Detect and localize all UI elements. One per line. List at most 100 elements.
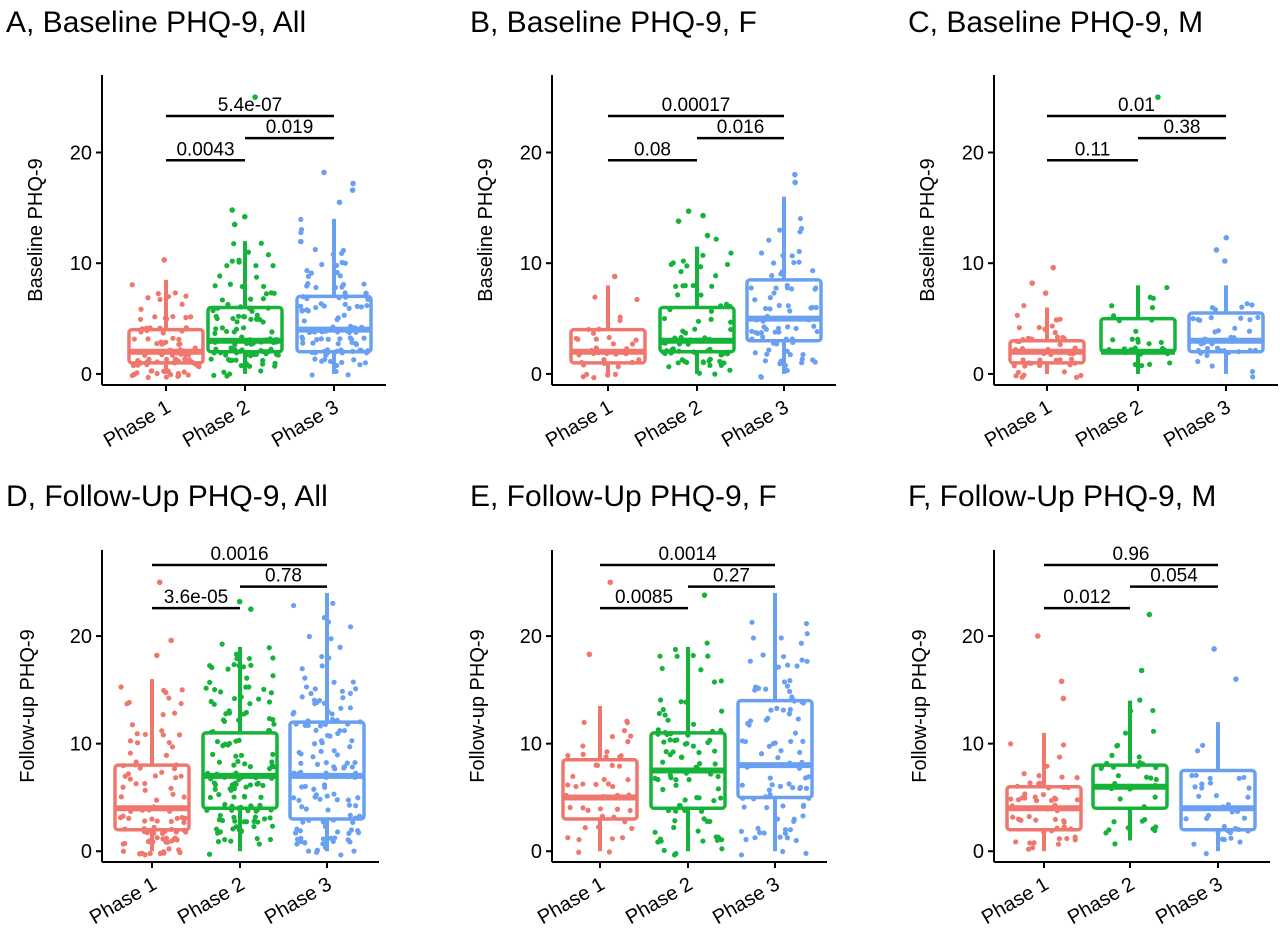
data-point: [334, 717, 340, 723]
data-point: [335, 341, 341, 347]
data-point: [671, 824, 677, 831]
data-point: [677, 803, 683, 809]
data-point: [127, 776, 133, 782]
data-point: [233, 753, 239, 759]
data-point: [1033, 817, 1039, 823]
data-point: [690, 743, 696, 749]
data-point: [342, 301, 348, 307]
box-phase-1: [127, 257, 205, 381]
data-point: [270, 339, 277, 346]
data-point: [313, 849, 320, 855]
data-point: [712, 371, 718, 377]
data-point: [213, 346, 219, 352]
data-point: [708, 771, 714, 777]
data-point: [219, 297, 225, 303]
data-point: [319, 261, 325, 268]
data-point: [329, 711, 335, 717]
data-point: [267, 836, 274, 843]
data-point: [179, 328, 185, 334]
data-point: [695, 828, 701, 834]
data-point: [692, 326, 698, 332]
data-point: [758, 373, 764, 380]
data-point: [265, 252, 271, 258]
outlier-point: [321, 169, 327, 176]
data-point: [299, 694, 305, 700]
data-point: [746, 722, 752, 728]
data-point: [249, 308, 255, 314]
p-value-label: 0.38: [1164, 117, 1201, 138]
data-point: [705, 653, 711, 659]
data-point: [690, 721, 697, 727]
data-point: [324, 793, 330, 799]
data-point: [347, 690, 353, 697]
data-point: [696, 749, 702, 756]
data-point: [1209, 363, 1215, 369]
data-point: [784, 683, 791, 689]
data-point: [308, 690, 314, 697]
data-point: [1236, 775, 1242, 781]
p-value-label: 3.6e-05: [164, 587, 228, 608]
data-point: [728, 326, 734, 333]
data-point: [252, 814, 258, 820]
data-point: [183, 325, 189, 331]
data-point: [1054, 317, 1060, 323]
outlier-point: [704, 232, 711, 239]
y-axis-label: Baseline PHQ-9: [917, 158, 939, 301]
data-point: [334, 752, 341, 758]
data-point: [799, 356, 805, 362]
data-point: [258, 240, 264, 246]
data-point: [778, 635, 784, 641]
data-point: [800, 738, 806, 744]
data-point: [576, 849, 582, 855]
data-point: [1025, 846, 1032, 852]
data-point: [661, 847, 667, 854]
data-point: [241, 793, 248, 800]
data-point: [771, 260, 777, 266]
data-point: [629, 341, 636, 347]
data-point: [161, 368, 167, 374]
data-point: [331, 748, 337, 754]
data-point: [326, 655, 332, 661]
data-point: [1152, 782, 1158, 789]
data-point: [662, 712, 668, 718]
data-point: [352, 770, 359, 776]
data-point: [1110, 764, 1117, 770]
data-point: [609, 762, 615, 768]
data-point: [1057, 357, 1063, 363]
data-point: [591, 375, 597, 381]
y-tick-label: 20: [520, 626, 542, 648]
data-point: [120, 784, 126, 790]
data-point: [165, 293, 172, 300]
data-point: [214, 738, 221, 745]
outlier-point: [350, 180, 356, 187]
data-point: [299, 804, 305, 810]
data-point: [707, 362, 713, 368]
outlier-point: [154, 652, 160, 659]
data-point: [239, 334, 245, 340]
data-point: [785, 662, 791, 668]
data-point: [168, 785, 174, 791]
data-point: [784, 367, 790, 374]
p-value-label: 0.00017: [662, 95, 731, 116]
data-point: [800, 813, 806, 819]
data-point: [253, 351, 259, 357]
data-point: [1249, 302, 1255, 308]
data-point: [142, 787, 148, 793]
data-point: [290, 602, 297, 609]
data-point: [325, 336, 331, 342]
x-tick-label: Phase 2: [622, 873, 697, 929]
data-point: [347, 323, 354, 329]
data-point: [570, 773, 576, 779]
data-point: [349, 339, 355, 346]
data-point: [244, 675, 250, 681]
data-point: [1255, 314, 1261, 321]
data-point: [266, 728, 273, 734]
data-point: [693, 350, 699, 356]
data-point: [1112, 841, 1118, 847]
data-point: [226, 371, 233, 377]
data-point: [617, 314, 623, 320]
data-point: [695, 318, 702, 324]
data-point: [1234, 808, 1241, 814]
data-point: [232, 780, 238, 786]
data-point: [762, 358, 769, 364]
